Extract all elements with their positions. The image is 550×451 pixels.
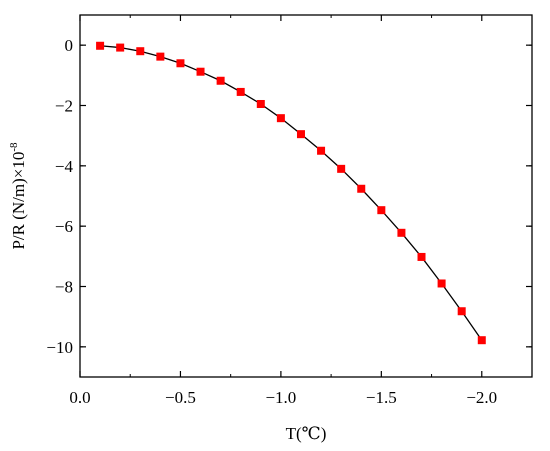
series-line <box>100 45 483 341</box>
data-point-15 <box>397 228 406 237</box>
y-tick-label-5: −10 <box>46 338 73 357</box>
y-axis-ticks: 0 −2 −4 −6 −8 −10 <box>46 36 532 357</box>
data-point-13 <box>357 184 366 193</box>
x-axis-label: T(℃) <box>286 424 327 443</box>
data-point-12 <box>337 164 346 173</box>
y-tick-label-2: −4 <box>55 157 74 176</box>
data-point-2 <box>136 47 145 56</box>
data-point-0 <box>96 41 105 50</box>
x-axis-ticks: 0.0 −0.5 −1.0 −1.5 −2.0 <box>69 15 497 407</box>
data-point-3 <box>156 52 165 61</box>
x-tick-label-1: −0.5 <box>165 388 196 407</box>
data-point-6 <box>216 76 225 85</box>
data-point-5 <box>196 67 205 76</box>
data-point-14 <box>377 206 386 215</box>
data-point-16 <box>417 252 426 261</box>
x-tick-label-2: −1.0 <box>265 388 296 407</box>
data-point-9 <box>276 114 285 123</box>
data-point-1 <box>116 43 125 52</box>
data-point-7 <box>236 87 245 96</box>
y-axis-label-exponent: -8 <box>8 142 20 152</box>
y-axis-label-text: P/R (N/m)×10 <box>9 152 28 250</box>
data-point-19 <box>477 336 486 345</box>
data-point-17 <box>437 279 446 288</box>
x-tick-label-0: 0.0 <box>69 388 90 407</box>
x-tick-label-3: −1.5 <box>366 388 397 407</box>
series-markers <box>96 41 486 345</box>
y-tick-label-4: −8 <box>55 278 73 297</box>
x-tick-label-4: −2.0 <box>466 388 497 407</box>
data-point-10 <box>296 130 305 139</box>
y-tick-label-3: −6 <box>55 217 73 236</box>
data-point-18 <box>457 307 466 316</box>
data-point-8 <box>256 99 265 108</box>
y-tick-label-0: 0 <box>65 36 74 55</box>
y-tick-label-1: −2 <box>55 97 73 116</box>
data-point-4 <box>176 59 185 68</box>
y-axis-label: P/R (N/m)×10-8 <box>8 142 28 250</box>
data-point-11 <box>317 146 326 155</box>
plot-frame <box>79 14 533 378</box>
